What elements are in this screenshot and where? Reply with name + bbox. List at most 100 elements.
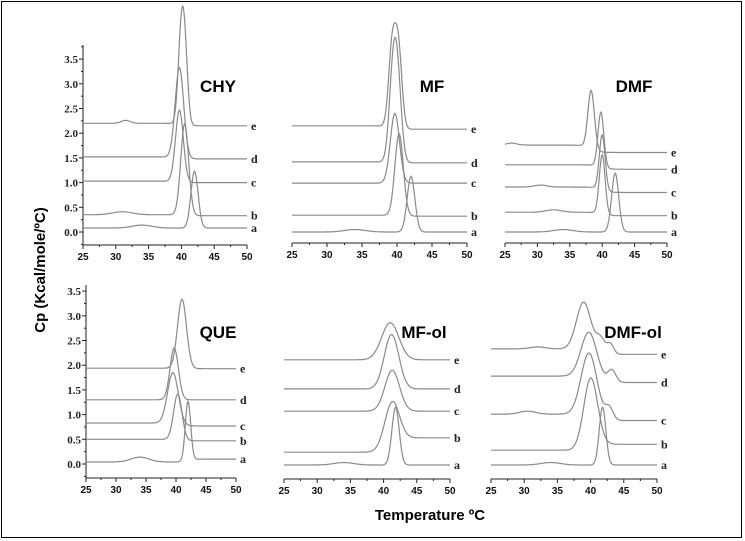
y-tick-label: 1.5	[64, 153, 78, 165]
curve-d	[491, 331, 657, 384]
y-tick-label: 1.5	[67, 385, 81, 397]
curve-label-e: e	[661, 347, 667, 361]
panel-chy: 25 30 35 40 45 50 0.0 0.5 1.0 1.5 2.0 2.5 3.0 3.5 CHY a…	[64, 4, 258, 263]
curve-label-e: e	[251, 119, 257, 133]
curve-label-b: b	[240, 434, 247, 448]
panel-title: DMF-ol	[604, 323, 662, 342]
x-tick-label: 50	[661, 250, 673, 261]
panel-mf: 25 30 35 40 45 50 MF ab cd e	[286, 22, 478, 261]
curve-d	[505, 110, 667, 170]
x-tick-label: 50	[461, 250, 473, 261]
curve-label-e: e	[671, 145, 677, 159]
x-tick-label: 30	[321, 250, 333, 261]
x-tick-label: 30	[110, 252, 122, 263]
curve-e	[83, 4, 247, 127]
curve-label-c: c	[240, 419, 246, 433]
x-tick-label: 25	[77, 252, 89, 263]
x-tick-label: 30	[532, 250, 544, 261]
y-tick-label: 0.5	[67, 434, 81, 446]
curve-label-b: b	[251, 209, 258, 223]
curve-label-b: b	[661, 437, 668, 451]
y-tick-label: 2.0	[67, 360, 81, 372]
x-tick-label: 40	[170, 485, 182, 496]
panel-title: MF	[420, 77, 445, 96]
x-tick-label: 35	[143, 252, 155, 263]
curve-label-a: a	[240, 452, 246, 466]
x-tick-label: 35	[564, 250, 576, 261]
y-tick-label: 0.0	[67, 459, 81, 471]
curve-b	[83, 122, 247, 217]
curve-b	[292, 132, 467, 217]
x-tick-label: 30	[312, 486, 324, 497]
curve-label-d: d	[471, 156, 478, 170]
curve-label-a: a	[454, 458, 460, 472]
x-axis-title: Temperature ºC	[375, 507, 485, 524]
curve-label-c: c	[454, 404, 460, 418]
curve-d	[86, 347, 236, 401]
x-tick-label: 40	[597, 250, 609, 261]
curve-label-b: b	[671, 209, 678, 223]
curve-c	[491, 352, 657, 422]
x-tick-label: 45	[629, 250, 641, 261]
curve-e	[284, 322, 450, 361]
curve-label-e: e	[454, 353, 460, 367]
y-tick-label: 1.0	[67, 410, 81, 422]
curve-label-d: d	[240, 393, 247, 407]
y-axis-title: Cp (Kcal/mole/ºC)	[32, 207, 49, 333]
curve-label-b: b	[454, 431, 461, 445]
x-tick-label: 25	[286, 250, 298, 261]
curve-label-c: c	[661, 414, 667, 428]
y-tick-label: 3.5	[67, 286, 81, 298]
curve-label-d: d	[671, 162, 678, 176]
x-tick-label: 30	[519, 486, 531, 497]
y-tick-label: 2.0	[64, 128, 78, 140]
curve-label-e: e	[240, 362, 246, 376]
curve-c	[505, 133, 667, 194]
curve-a	[86, 399, 236, 463]
curve-e	[292, 22, 467, 130]
curve-label-c: c	[251, 176, 257, 190]
curve-label-d: d	[251, 152, 258, 166]
x-tick-label: 30	[110, 485, 122, 496]
curve-a	[505, 172, 667, 233]
y-tick-label: 3.0	[64, 79, 78, 91]
curve-a	[292, 175, 467, 233]
x-tick-label: 40	[176, 252, 188, 263]
curve-label-c: c	[671, 185, 677, 199]
curve-e	[86, 298, 236, 370]
y-tick-label: 0.5	[64, 202, 78, 214]
panel-dmf-ol: 25 30 35 40 45 50 DMF-ol abc d e	[485, 301, 668, 497]
curve-label-a: a	[471, 225, 477, 239]
curve-d	[284, 333, 450, 390]
curve-c	[292, 112, 467, 184]
x-tick-label: 25	[278, 486, 290, 497]
curve-label-a: a	[661, 458, 667, 472]
x-tick-label: 45	[200, 485, 212, 496]
x-tick-label: 50	[444, 486, 456, 497]
curve-label-a: a	[251, 221, 257, 235]
panel-title: QUE	[200, 323, 237, 342]
curve-c	[86, 371, 236, 427]
curve-d	[83, 66, 247, 160]
x-tick-label: 25	[80, 485, 92, 496]
curve-a	[284, 406, 450, 466]
curve-label-d: d	[454, 382, 461, 396]
y-tick-label: 3.0	[67, 311, 81, 323]
curve-c	[83, 109, 247, 184]
x-tick-label: 35	[552, 486, 564, 497]
y-tick-label: 1.0	[64, 178, 78, 190]
curve-label-b: b	[471, 209, 478, 223]
curve-b	[86, 393, 236, 442]
curve-label-d: d	[661, 376, 668, 390]
x-tick-label: 35	[356, 250, 368, 261]
curve-a	[83, 170, 247, 229]
x-tick-label: 45	[209, 252, 221, 263]
y-tick-label: 2.5	[64, 104, 78, 116]
curve-label-c: c	[471, 176, 477, 190]
x-tick-label: 40	[585, 486, 597, 497]
x-tick-label: 45	[618, 486, 630, 497]
curve-label-a: a	[671, 225, 677, 239]
